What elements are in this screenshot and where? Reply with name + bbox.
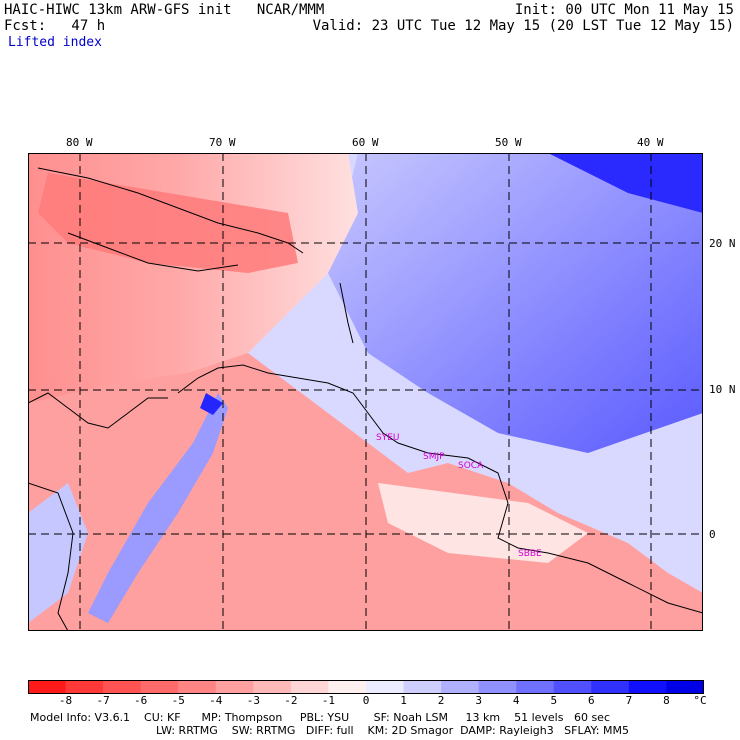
lon-label-80w: 80 W <box>66 136 93 149</box>
model-title: HAIC-HIWC 13km ARW-GFS init NCAR/MMM <box>4 2 325 18</box>
colorbar-tick-label: 7 <box>625 694 633 707</box>
colorbar-swatch <box>65 680 104 694</box>
model-info-line1: Model Info: V3.6.1 CU: KF MP: Thompson P… <box>30 711 610 724</box>
colorbar-swatch <box>403 680 442 694</box>
color-scale-bar <box>28 680 704 694</box>
colorbar-swatch <box>516 680 555 694</box>
colorbar-swatch <box>628 680 667 694</box>
colorbar-tick-label: -3 <box>246 694 260 707</box>
colorbar-tick-label: -5 <box>171 694 185 707</box>
colorbar-tick-label: 0 <box>362 694 370 707</box>
colorbar-tick-label: 3 <box>475 694 482 707</box>
colorbar-tick-label: 5 <box>550 694 558 707</box>
very-stable-region <box>548 153 703 213</box>
lifted-index-map: SYEU SMJP SOCA SBBE <box>28 153 703 631</box>
lon-label-60w: 60 W <box>352 136 379 149</box>
lat-label-20n: 20 N <box>709 237 736 250</box>
colorbar-tick-label: -2 <box>284 694 298 707</box>
colorbar-swatch <box>478 680 517 694</box>
lat-label-0: 0 <box>709 528 716 541</box>
colorbar-tick-label: 1 <box>400 694 407 707</box>
colorbar-tick-label: -6 <box>134 694 148 707</box>
lon-label-50w: 50 W <box>495 136 522 149</box>
station-label-soca: SOCA <box>458 461 484 471</box>
stable-region <box>328 153 703 453</box>
lat-label-10n: 10 N <box>709 383 736 396</box>
init-time: Init: 00 UTC Mon 11 May 15 <box>514 2 734 18</box>
colorbar-tick-label: -7 <box>96 694 110 707</box>
colorbar-swatch <box>28 680 67 694</box>
greater-antilles-instability <box>38 173 298 273</box>
colorbar-swatch <box>140 680 179 694</box>
colorbar-tick-label: 6 <box>588 694 595 707</box>
colorbar-swatch <box>178 680 217 694</box>
colorbar-swatch <box>553 680 592 694</box>
lon-label-70w: 70 W <box>209 136 236 149</box>
colorbar-swatch <box>591 680 630 694</box>
pacific-stable-region <box>28 483 88 623</box>
colorbar-swatch <box>103 680 142 694</box>
field-name: Lifted index <box>8 35 102 50</box>
neutral-zone <box>378 483 588 563</box>
valid-time: Valid: 23 UTC Tue 12 May 15 (20 LST Tue … <box>312 18 734 34</box>
colorbar-unit: °C <box>693 694 707 707</box>
colorbar-tick-label: 4 <box>512 694 520 707</box>
andes-stable-strip <box>88 393 228 623</box>
colorbar-frame <box>28 680 704 694</box>
colorbar-tick-label: -1 <box>321 694 336 707</box>
forecast-hour: Fcst: 47 h <box>4 18 106 34</box>
colorbar-swatch <box>441 680 480 694</box>
station-label-syeu: SYEU <box>376 433 399 443</box>
lat-lon-grid <box>28 153 703 631</box>
station-label-smjp: SMJP <box>423 452 445 462</box>
colorbar-tick-label: 8 <box>663 694 670 707</box>
colorbar-tick-label: -4 <box>209 694 223 707</box>
station-label-sbbe: SBBE <box>518 549 542 559</box>
map-frame <box>28 153 703 631</box>
colorbar-swatch <box>253 680 292 694</box>
coastlines <box>28 167 703 631</box>
colorbar-swatch <box>215 680 254 694</box>
colorbar-tick-label: 2 <box>437 694 445 707</box>
colorbar-swatch <box>666 680 704 694</box>
lon-label-40w: 40 W <box>637 136 664 149</box>
colorbar-swatch <box>366 680 405 694</box>
model-info-line2: LW: RRTMG SW: RRTMG DIFF: full KM: 2D Sm… <box>156 724 629 737</box>
colorbar-swatch <box>290 680 329 694</box>
maracaibo-stable-spot <box>200 393 223 415</box>
colorbar-tick-label: -8 <box>58 694 73 707</box>
colorbar-swatch <box>328 680 367 694</box>
